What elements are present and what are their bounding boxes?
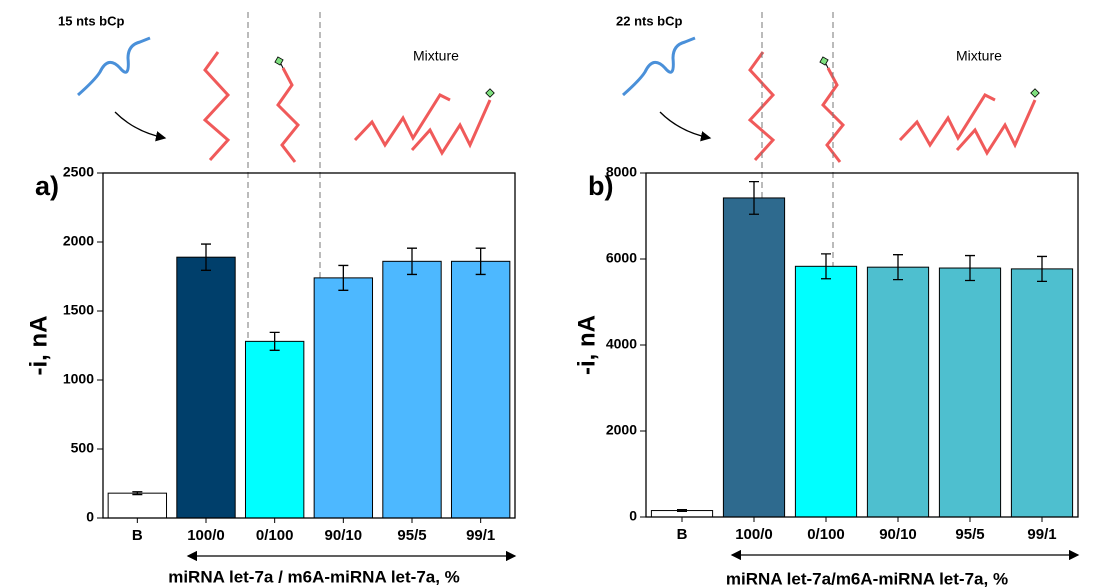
error-bar xyxy=(269,331,280,351)
error-bar xyxy=(965,254,975,282)
y-axis-label: -i, nA xyxy=(25,316,52,376)
bar xyxy=(313,277,374,519)
bar xyxy=(938,267,1002,518)
error-bar xyxy=(893,254,903,281)
error-bar xyxy=(749,180,759,215)
bar xyxy=(244,340,305,519)
panel-title: 22 nts bCp xyxy=(616,13,683,28)
y-tick-label: 2000 xyxy=(606,422,637,438)
bar xyxy=(176,256,236,519)
panel-title: 15 nts bCp xyxy=(58,13,125,28)
annotation: Mixture xyxy=(956,48,1002,64)
panel-label: a) xyxy=(35,171,59,201)
error-bar xyxy=(201,243,211,271)
bar xyxy=(794,265,858,518)
x-tick-label: 100/0 xyxy=(735,526,773,543)
error-bar xyxy=(338,264,349,291)
bar xyxy=(866,266,930,518)
y-tick-label: 0 xyxy=(629,508,637,524)
plot-frame xyxy=(102,172,516,519)
y-tick-label: 1000 xyxy=(63,371,94,387)
error-bar xyxy=(132,491,143,496)
x-tick-label: 100/0 xyxy=(187,527,225,544)
y-tick-label: 4000 xyxy=(606,336,637,352)
y-axis-label: -i, nA xyxy=(573,315,600,375)
bar xyxy=(382,260,442,519)
x-axis-label: miRNA let-7a / m6A-miRNA let-7a, % xyxy=(168,567,460,586)
bar xyxy=(722,197,786,518)
x-axis-label: miRNA let-7a/m6A-miRNA let-7a, % xyxy=(726,569,1008,587)
y-tick-label: 500 xyxy=(71,440,95,456)
x-tick-label: 90/10 xyxy=(879,526,917,543)
bar xyxy=(107,492,168,519)
x-tick-label: 99/1 xyxy=(1027,526,1056,543)
error-bar xyxy=(677,509,687,513)
y-tick-label: 0 xyxy=(86,509,94,525)
bar xyxy=(1010,268,1074,518)
x-tick-label: B xyxy=(677,526,688,543)
error-bar xyxy=(821,253,831,280)
x-tick-label: 95/5 xyxy=(955,526,984,543)
bar xyxy=(450,260,511,519)
y-tick-label: 2000 xyxy=(63,233,94,249)
error-bar xyxy=(1037,255,1047,283)
error-bar xyxy=(407,247,417,276)
y-tick-label: 6000 xyxy=(606,250,637,266)
x-tick-label: 99/1 xyxy=(466,527,495,544)
x-tick-label: B xyxy=(132,527,143,544)
error-bar xyxy=(475,247,486,276)
plot-frame xyxy=(645,172,1079,518)
x-tick-label: 0/100 xyxy=(256,527,294,544)
x-tick-label: 95/5 xyxy=(397,527,426,544)
y-tick-label: 8000 xyxy=(606,164,637,180)
x-tick-label: 0/100 xyxy=(807,526,845,543)
annotation: Mixture xyxy=(413,48,459,64)
x-tick-label: 90/10 xyxy=(325,527,363,544)
panel-label: b) xyxy=(588,171,613,201)
y-tick-label: 2500 xyxy=(63,164,94,180)
y-tick-label: 1500 xyxy=(63,302,94,318)
